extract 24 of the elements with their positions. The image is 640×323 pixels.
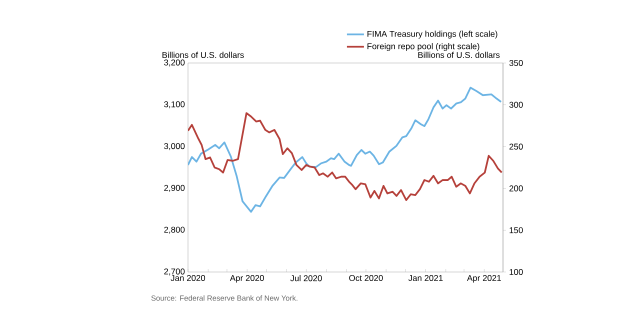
- y2-tick-label: 300: [509, 102, 523, 108]
- x-tick-label: Apr 2021: [467, 275, 501, 283]
- line-series: [188, 112, 503, 202]
- x-tick-label: Jul 2020: [290, 275, 322, 282]
- y2-tick-label: 200: [509, 185, 523, 192]
- legend-label: FIMA Treasury holdings (left scale): [368, 30, 498, 39]
- y2-tick-label: 350: [509, 60, 523, 66]
- y-tick-label: 2,700: [164, 268, 185, 276]
- line-series: [188, 86, 502, 213]
- x-tick-label: Apr 2020: [230, 275, 264, 283]
- y-tick-label: 3,100: [164, 101, 185, 108]
- y-axis-title: Billions of U.S. dollars: [162, 52, 244, 58]
- y2-axis-title: Billions of U.S. dollars: [418, 52, 500, 58]
- y2-tick-label: 150: [510, 227, 523, 234]
- y-tick-label: 2,800: [164, 226, 185, 234]
- x-tick-label: Oct 2020: [349, 275, 383, 282]
- x-tick-label: Jan 2020: [170, 275, 206, 282]
- y-tick-label: 3,000: [164, 143, 185, 150]
- legend-label: Foreign repo pool (right scale): [368, 43, 480, 51]
- y2-tick-label: 250: [509, 144, 523, 150]
- y-tick-label: 3,200: [164, 60, 185, 66]
- y2-tick-label: 100: [510, 269, 523, 275]
- x-tick-label: Jan 2021: [408, 275, 443, 282]
- y-tick-label: 2,900: [164, 184, 185, 192]
